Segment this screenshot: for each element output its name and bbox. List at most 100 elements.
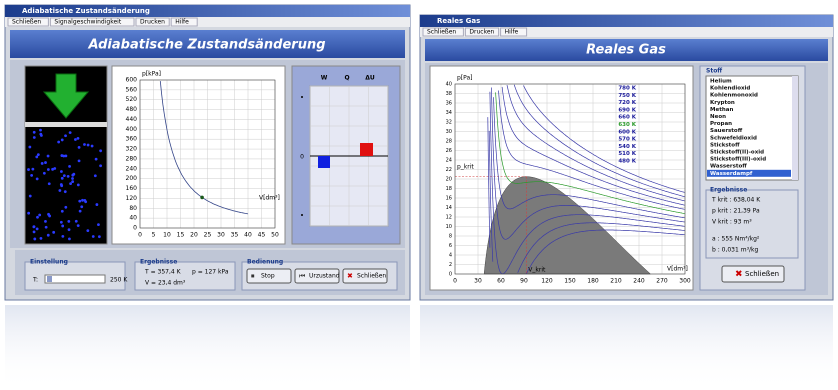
y-tick-label: 360 bbox=[126, 136, 138, 143]
list-item[interactable]: Propan bbox=[710, 121, 732, 127]
button-label[interactable]: Urzustand bbox=[309, 273, 340, 280]
menu-label[interactable]: Schließen bbox=[12, 19, 41, 26]
particle bbox=[83, 143, 86, 146]
y-tick-label: 0 bbox=[449, 272, 452, 278]
isotherm bbox=[513, 84, 685, 198]
list-item[interactable]: Kohlendioxid bbox=[710, 86, 750, 92]
y-tick-label: 18 bbox=[446, 186, 452, 192]
list-item[interactable]: Stickstoff(III)-oxid bbox=[710, 157, 766, 163]
button[interactable] bbox=[294, 268, 340, 284]
result: b : 0,031 m³/kg bbox=[712, 247, 758, 254]
menu-label[interactable]: Drucken bbox=[469, 29, 494, 36]
close-button[interactable] bbox=[721, 265, 785, 283]
particle bbox=[35, 155, 39, 159]
menu-item[interactable] bbox=[135, 17, 170, 27]
button-icon: ⏮ bbox=[299, 272, 305, 280]
left-window: Adiabatische Zustandsänderung Schließen S… bbox=[4, 4, 411, 301]
slider-thumb[interactable] bbox=[47, 276, 52, 282]
isotherm-label: 690 K bbox=[618, 107, 636, 113]
button-label[interactable]: Schließen bbox=[357, 273, 386, 280]
isotherm bbox=[489, 91, 685, 275]
x-tick-label: 30 bbox=[474, 278, 482, 285]
y-tick-label: 2 bbox=[449, 262, 452, 268]
particle bbox=[46, 154, 50, 158]
button[interactable] bbox=[246, 268, 292, 284]
list-item[interactable]: Schwefeldioxid bbox=[710, 135, 757, 141]
menu-item[interactable] bbox=[7, 17, 49, 27]
button[interactable] bbox=[342, 268, 388, 284]
particle bbox=[68, 237, 71, 241]
column-label: W bbox=[321, 75, 328, 82]
particle bbox=[44, 161, 47, 164]
x-tick-label: 0 bbox=[453, 278, 457, 285]
menu-item[interactable] bbox=[170, 17, 198, 27]
particle bbox=[97, 235, 101, 239]
list-item[interactable]: Stickstoff bbox=[710, 142, 740, 148]
window-title: Adiabatische Zustandsänderung bbox=[22, 7, 150, 15]
column-label: ΔU bbox=[365, 75, 375, 82]
particle bbox=[32, 230, 36, 234]
particle bbox=[66, 174, 70, 178]
group-title: Stoff bbox=[706, 68, 722, 75]
isotherm bbox=[506, 85, 685, 202]
title-bar bbox=[5, 5, 410, 17]
menu-item[interactable] bbox=[464, 27, 500, 37]
particle bbox=[60, 209, 64, 213]
slider[interactable] bbox=[44, 274, 106, 284]
menu-item[interactable] bbox=[422, 27, 464, 37]
isotherm bbox=[491, 87, 685, 240]
menu-label[interactable]: Signalgeschwindigkeit bbox=[54, 19, 121, 26]
group-title: Bedienung bbox=[247, 259, 283, 266]
x-tick-label: 120 bbox=[541, 278, 553, 285]
y-tick-label: 6 bbox=[449, 243, 452, 249]
y-tick-label: 30 bbox=[446, 129, 452, 135]
result: p krit : 21,39 Pa bbox=[712, 208, 760, 215]
particle bbox=[46, 168, 50, 171]
list-item[interactable]: Helium bbox=[710, 79, 732, 85]
menu-label[interactable]: Schließen bbox=[427, 29, 456, 36]
particle bbox=[68, 131, 72, 135]
button-label[interactable]: Stop bbox=[261, 273, 275, 280]
isotherm bbox=[498, 90, 685, 210]
list-item[interactable]: Kohlenmonoxid bbox=[710, 93, 758, 99]
particle bbox=[39, 132, 43, 136]
particle bbox=[35, 177, 39, 181]
y-tick-label: 14 bbox=[446, 205, 452, 211]
y-tick-label: 10 bbox=[446, 224, 452, 230]
menu-label[interactable]: Hilfe bbox=[505, 29, 519, 36]
particle bbox=[97, 223, 100, 227]
x-axis-label: V[dm³] bbox=[259, 195, 280, 202]
menu-item[interactable] bbox=[500, 27, 528, 37]
list-item[interactable]: Wasserdampf bbox=[710, 171, 753, 177]
plot-frame bbox=[454, 83, 686, 275]
particle bbox=[39, 128, 42, 132]
particle bbox=[86, 229, 90, 233]
header bbox=[425, 39, 828, 61]
y-tick-label: 440 bbox=[126, 116, 138, 123]
particle bbox=[78, 209, 82, 213]
y-tick-label: 120 bbox=[126, 195, 138, 202]
particle bbox=[77, 145, 81, 149]
menu-label[interactable]: Drucken bbox=[140, 19, 165, 26]
group-title: Ergebnisse bbox=[710, 187, 747, 194]
particle bbox=[78, 199, 82, 203]
particle bbox=[69, 182, 72, 185]
x-tick-label: 5 bbox=[152, 232, 156, 239]
list-item[interactable]: Krypton bbox=[710, 100, 735, 106]
list-item[interactable]: Stickstoff(II)-oxid bbox=[710, 150, 764, 156]
particle bbox=[59, 220, 63, 224]
list-item[interactable]: Sauerstoff bbox=[710, 128, 743, 134]
particle bbox=[44, 219, 47, 223]
menu-item[interactable] bbox=[49, 17, 135, 27]
y-tick-label: 160 bbox=[126, 185, 138, 192]
list-item[interactable]: Wasserstoff bbox=[710, 164, 747, 170]
menu-label[interactable]: Hilfe bbox=[175, 19, 189, 26]
particle bbox=[51, 167, 54, 171]
scrollbar[interactable] bbox=[792, 76, 798, 180]
list-item[interactable]: Neon bbox=[710, 114, 726, 120]
particle bbox=[99, 149, 103, 153]
selection bbox=[707, 169, 791, 177]
list-item[interactable]: Methan bbox=[710, 107, 733, 113]
particle bbox=[28, 145, 32, 149]
